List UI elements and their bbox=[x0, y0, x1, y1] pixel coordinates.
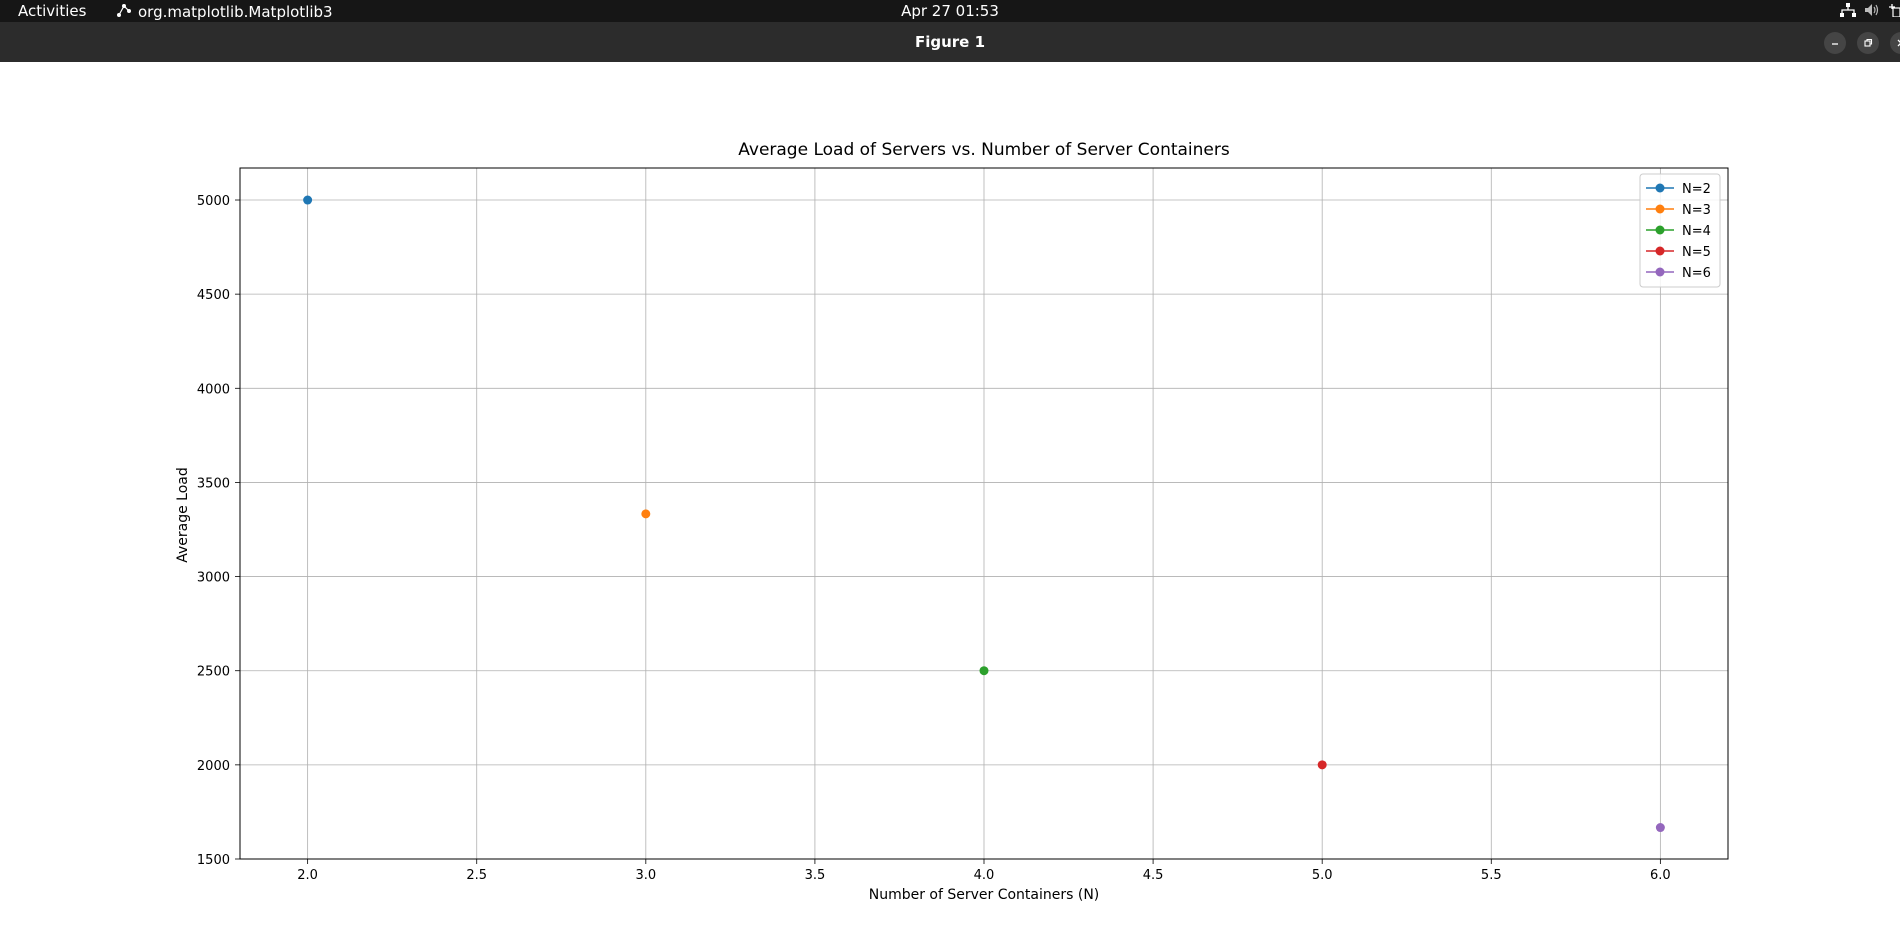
plot-frame bbox=[239, 167, 1729, 860]
legend-marker bbox=[1655, 204, 1665, 214]
y-tick-label: 3000 bbox=[197, 571, 230, 586]
legend-marker bbox=[1655, 267, 1665, 277]
battery-icon[interactable] bbox=[1888, 3, 1900, 17]
x-tick-label: 5.5 bbox=[1481, 868, 1502, 883]
x-tick-label: 3.0 bbox=[635, 868, 656, 883]
x-tick-label: 2.5 bbox=[466, 868, 487, 883]
x-axis-label: Number of Server Containers (N) bbox=[869, 887, 1100, 903]
clock[interactable]: Apr 27 01:53 bbox=[901, 2, 999, 20]
window-title: Figure 1 bbox=[914, 33, 986, 51]
x-tick-label: 3.5 bbox=[805, 868, 826, 883]
volume-icon[interactable] bbox=[1864, 3, 1880, 17]
y-tick-label: 2500 bbox=[197, 665, 230, 680]
y-tick-label: 2000 bbox=[197, 759, 230, 774]
y-tick-label: 5000 bbox=[197, 194, 230, 209]
network-icon[interactable] bbox=[1840, 3, 1856, 17]
app-name: org.matplotlib.Matplotlib3 bbox=[138, 3, 333, 21]
y-tick-label: 4500 bbox=[197, 288, 230, 303]
minimize-button[interactable] bbox=[1824, 32, 1846, 54]
y-tick-label: 4000 bbox=[197, 382, 230, 397]
chart-title: Average Load of Servers vs. Number of Se… bbox=[738, 140, 1230, 160]
x-tick-label: 6.0 bbox=[1650, 868, 1671, 883]
legend: N=2 N=3 N=4 N=5 N=6 bbox=[1639, 173, 1721, 288]
x-tick-label: 4.5 bbox=[1143, 868, 1164, 883]
legend-label: N=3 bbox=[1682, 203, 1711, 218]
legend-box bbox=[1639, 173, 1721, 288]
legend-marker bbox=[1655, 246, 1665, 256]
legend-label: N=2 bbox=[1682, 182, 1711, 197]
data-point bbox=[1317, 760, 1327, 770]
matplotlib-figure: Average Load of Servers vs. Number of Se… bbox=[0, 62, 1900, 924]
close-button[interactable] bbox=[1890, 32, 1900, 54]
maximize-button[interactable] bbox=[1857, 32, 1879, 54]
legend-label: N=6 bbox=[1682, 266, 1711, 281]
x-tick-label: 5.0 bbox=[1312, 868, 1333, 883]
data-point bbox=[979, 666, 989, 676]
x-tick-label: 2.0 bbox=[297, 868, 318, 883]
minimize-icon bbox=[1830, 38, 1840, 48]
window-title-bar[interactable]: Figure 1 bbox=[0, 22, 1900, 62]
system-tray[interactable] bbox=[1840, 3, 1900, 17]
gnome-top-bar: Activities org.matplotlib.Matplotlib3 Ap… bbox=[0, 0, 1900, 22]
legend-marker bbox=[1655, 183, 1665, 193]
grid-lines bbox=[240, 168, 1728, 860]
app-icon bbox=[116, 2, 132, 22]
app-menu[interactable]: org.matplotlib.Matplotlib3 bbox=[116, 2, 333, 22]
data-series bbox=[303, 195, 1665, 833]
close-icon bbox=[1896, 38, 1900, 48]
y-tick-label: 3500 bbox=[197, 476, 230, 491]
legend-marker bbox=[1655, 225, 1665, 235]
y-tick-label: 1500 bbox=[197, 853, 230, 868]
activities-button[interactable]: Activities bbox=[18, 2, 87, 20]
legend-label: N=5 bbox=[1682, 245, 1711, 260]
data-point bbox=[1655, 823, 1665, 833]
y-axis-label: Average Load bbox=[175, 467, 191, 563]
data-point bbox=[641, 509, 651, 519]
chart-canvas: Average Load of Servers vs. Number of Se… bbox=[175, 140, 1729, 903]
x-tick-label: 4.0 bbox=[974, 868, 995, 883]
data-point bbox=[303, 195, 313, 205]
axes: 2.0 2.5 3.0 3.5 4.0 4.5 5.0 5.5 6.0 1500 2000 2500 3… bbox=[197, 167, 1729, 883]
restore-icon bbox=[1863, 38, 1873, 48]
legend-label: N=4 bbox=[1682, 224, 1711, 239]
